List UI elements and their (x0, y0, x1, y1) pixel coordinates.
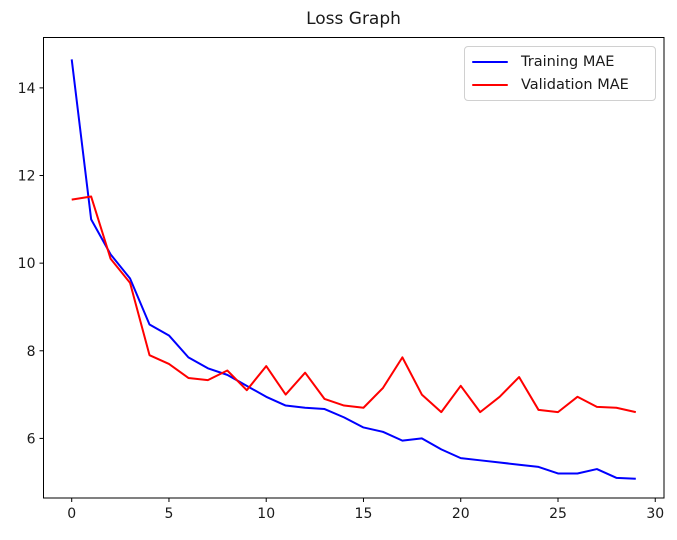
legend-item-training: Training MAE (472, 51, 647, 73)
legend-label-validation: Validation MAE (521, 77, 629, 93)
legend: Training MAE Validation MAE (464, 46, 656, 101)
x-tick-label: 5 (165, 506, 174, 522)
x-tick-label: 20 (452, 506, 470, 522)
series-line-validation-mae (71, 195, 637, 414)
y-tick-label: 10 (18, 256, 36, 272)
plot-border (43, 37, 665, 499)
y-tick-label: 6 (27, 431, 36, 447)
validation-line-sample (472, 83, 508, 87)
training-line-sample (472, 60, 508, 64)
y-tick-label: 14 (18, 81, 36, 97)
series-line-training-mae (70, 59, 636, 480)
y-tick-label: 12 (18, 169, 36, 185)
x-tick-label: 30 (646, 506, 664, 522)
y-tick-label: 8 (27, 344, 36, 360)
legend-item-validation: Validation MAE (472, 74, 647, 96)
x-tick-label: 15 (355, 506, 373, 522)
legend-label-training: Training MAE (521, 54, 615, 70)
x-tick-label: 25 (549, 506, 567, 522)
x-tick-label: 0 (67, 506, 76, 522)
x-tick-label: 10 (257, 506, 275, 522)
chart-title: Loss Graph (306, 9, 401, 29)
